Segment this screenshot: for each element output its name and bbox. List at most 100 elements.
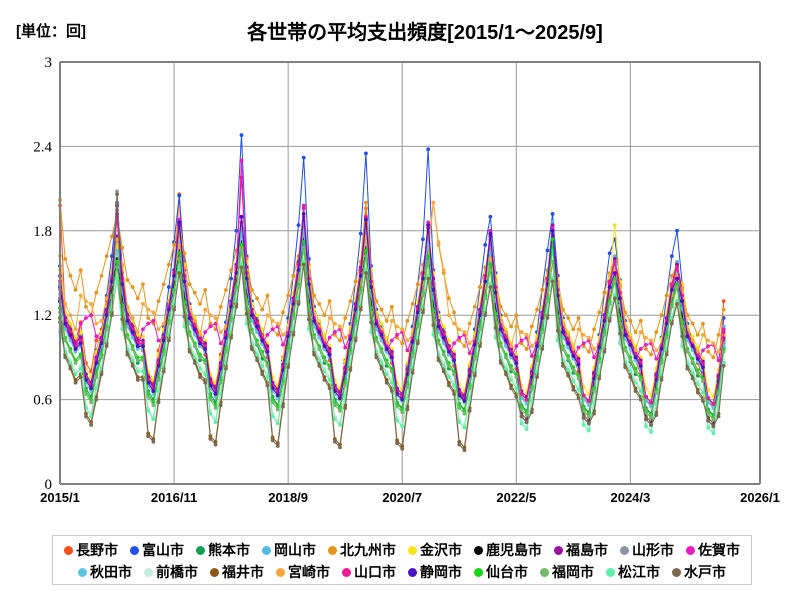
series-point	[229, 335, 234, 340]
series-point	[706, 411, 711, 416]
series-point	[156, 363, 161, 368]
series-point	[612, 223, 617, 228]
series-point	[265, 383, 270, 388]
series-point	[73, 287, 78, 292]
series-point	[457, 406, 462, 410]
series-point	[358, 290, 363, 295]
series-point	[566, 356, 571, 361]
legend-item-山形市[interactable]: 山形市	[620, 543, 674, 557]
series-point	[467, 321, 472, 326]
legend-item-北九州市[interactable]: 北九州市	[328, 543, 396, 557]
series-point	[618, 296, 622, 301]
series-point	[436, 324, 441, 329]
series-point	[504, 313, 508, 318]
series-point	[675, 282, 679, 287]
series-point	[255, 313, 259, 318]
legend-item-長野市[interactable]: 長野市	[64, 543, 118, 557]
legend-item-佐賀市[interactable]: 佐賀市	[686, 543, 740, 557]
legend-item-富山市[interactable]: 富山市	[130, 543, 184, 557]
series-point	[628, 369, 633, 374]
legend-item-福井市[interactable]: 福井市	[210, 565, 264, 579]
series-point	[395, 332, 399, 337]
legend-item-水戸市[interactable]: 水戸市	[672, 565, 726, 579]
series-point	[483, 242, 488, 247]
legend-item-宮崎市[interactable]: 宮崎市	[276, 565, 330, 579]
legend-item-福島市[interactable]: 福島市	[554, 543, 608, 557]
series-point	[395, 404, 399, 409]
x-axis-tick-label: 2022/5	[496, 490, 536, 505]
legend-color-swatch	[262, 545, 271, 555]
series-point	[255, 330, 259, 334]
series-point	[68, 366, 73, 371]
series-point	[540, 316, 545, 320]
series-point	[78, 268, 83, 273]
series-point	[592, 376, 596, 381]
legend-item-山口市[interactable]: 山口市	[342, 565, 396, 579]
series-point	[389, 338, 394, 343]
series-point	[348, 368, 353, 372]
series-point	[721, 327, 726, 332]
legend-item-金沢市[interactable]: 金沢市	[408, 543, 462, 557]
legend-item-松江市[interactable]: 松江市	[606, 565, 660, 579]
legend-color-swatch	[144, 567, 153, 577]
series-point	[73, 380, 78, 385]
legend-item-岡山市[interactable]: 岡山市	[262, 543, 316, 557]
series-point	[275, 321, 280, 326]
series-point	[332, 321, 337, 326]
series-point	[467, 351, 472, 356]
series-point	[317, 330, 322, 334]
series-point	[317, 363, 322, 368]
y-axis-tick-label: 1.2	[33, 308, 52, 324]
series-point	[586, 403, 591, 408]
legend-item-熊本市[interactable]: 熊本市	[196, 543, 250, 557]
series-point	[561, 347, 565, 351]
series-point	[89, 389, 94, 394]
legend-item-前橋市[interactable]: 前橋市	[144, 565, 198, 579]
series-point	[130, 347, 135, 351]
series-point	[166, 338, 171, 343]
legend-item-仙台市[interactable]: 仙台市	[474, 565, 528, 579]
series-point	[576, 387, 581, 392]
series-point	[410, 340, 415, 344]
series-point	[291, 332, 296, 337]
series-point	[332, 332, 337, 337]
series-point	[706, 418, 711, 423]
series-point	[441, 363, 446, 368]
series-point	[669, 254, 674, 259]
series-point	[312, 352, 316, 357]
series-point	[395, 324, 399, 329]
series-point	[135, 332, 140, 337]
series-point	[120, 317, 125, 322]
series-point	[675, 262, 679, 267]
page-title: 各世帯の平均支出頻度[2015/1〜2025/9]	[247, 22, 603, 44]
x-axis-tick-label: 2020/7	[382, 490, 422, 505]
series-point	[260, 327, 265, 332]
legend-item-鹿児島市[interactable]: 鹿児島市	[474, 543, 542, 557]
series-point	[529, 399, 534, 403]
legend-item-秋田市[interactable]: 秋田市	[78, 565, 132, 579]
series-point	[550, 259, 555, 264]
series-point	[586, 349, 591, 354]
legend-item-label: 仙台市	[486, 564, 528, 580]
series-point	[586, 428, 591, 433]
series-point	[224, 366, 228, 371]
series-point	[519, 392, 524, 396]
series-point	[218, 330, 223, 334]
series-point	[249, 347, 254, 351]
series-point	[213, 321, 218, 326]
legend-item-静岡市[interactable]: 静岡市	[408, 565, 462, 579]
series-point	[135, 296, 140, 301]
series-point	[400, 327, 405, 332]
y-axis-tick-label: 0	[45, 477, 53, 493]
legend-color-swatch	[686, 545, 695, 555]
series-point	[78, 355, 83, 360]
series-point	[203, 380, 208, 385]
series-point	[322, 344, 327, 349]
series-point	[317, 335, 322, 340]
series-point	[275, 396, 280, 401]
legend-item-福岡市[interactable]: 福岡市	[540, 565, 594, 579]
series-point	[203, 287, 208, 292]
series-point	[213, 394, 218, 399]
series-point	[379, 361, 384, 365]
series-point	[84, 299, 88, 304]
